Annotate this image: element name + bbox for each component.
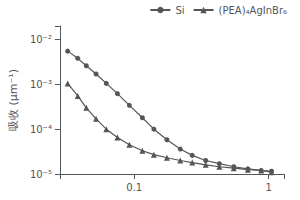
svg-text:0.1: 0.1 <box>126 182 142 193</box>
svg-text:吸收 (μm⁻¹): 吸收 (μm⁻¹) <box>7 69 20 131</box>
svg-text:10⁻⁴: 10⁻⁴ <box>30 124 52 135</box>
svg-text:10⁻³: 10⁻³ <box>30 79 52 90</box>
svg-text:Si: Si <box>175 5 184 16</box>
svg-text:1: 1 <box>265 182 271 193</box>
svg-text:(PEA)₄AgInBr₆: (PEA)₄AgInBr₆ <box>219 5 287 16</box>
svg-text:10⁻⁵: 10⁻⁵ <box>30 169 52 180</box>
svg-text:10⁻²: 10⁻² <box>30 34 52 45</box>
